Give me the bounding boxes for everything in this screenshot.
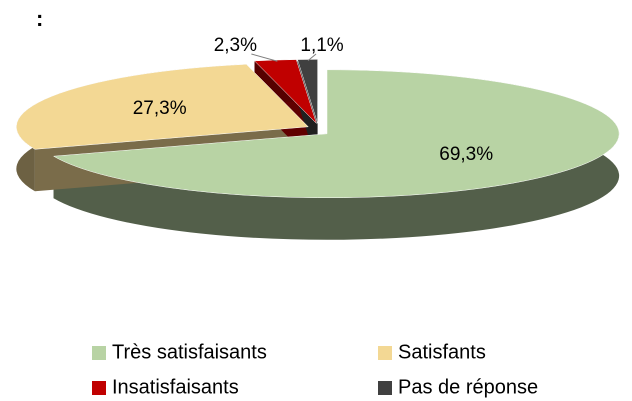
chart-title: : bbox=[36, 6, 43, 31]
slice bbox=[16, 64, 309, 150]
legend-label: Satisfants bbox=[398, 341, 486, 363]
data-label: 69,3% bbox=[439, 144, 493, 165]
legend-label: Insatisfaisants bbox=[112, 376, 239, 398]
data-label: 27,3% bbox=[133, 98, 187, 119]
data-label: 2,3% bbox=[214, 35, 257, 56]
leader-line bbox=[251, 53, 278, 62]
pie-tops bbox=[16, 59, 620, 199]
legend-swatch bbox=[378, 381, 392, 395]
slice bbox=[52, 69, 620, 199]
legend-swatch bbox=[378, 346, 392, 360]
legend-label: Très satisfaisants bbox=[112, 341, 267, 363]
legend-swatch bbox=[92, 381, 106, 395]
slice bbox=[297, 59, 318, 124]
legend-label: Pas de réponse bbox=[398, 376, 538, 398]
legend-swatch bbox=[92, 346, 106, 360]
leader-line bbox=[307, 53, 317, 62]
data-label: 1,1% bbox=[300, 35, 343, 56]
slice bbox=[253, 59, 317, 124]
